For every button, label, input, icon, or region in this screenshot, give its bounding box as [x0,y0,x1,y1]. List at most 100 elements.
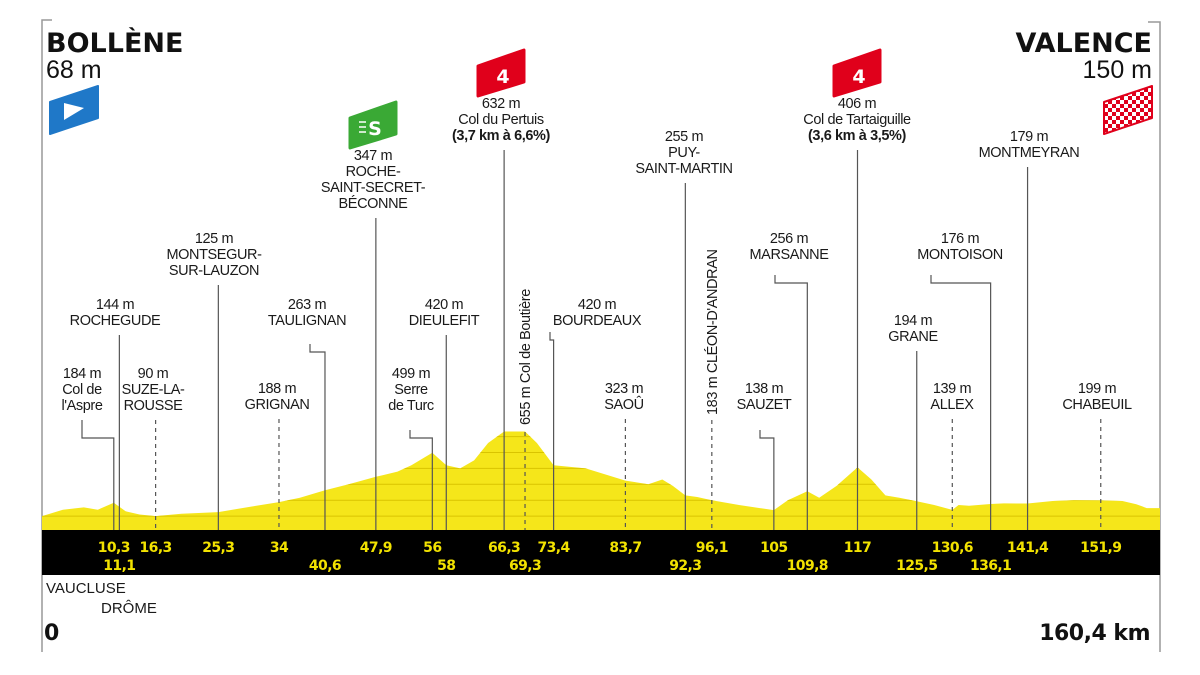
waypoint-name: SAINT-SECRET- [321,180,426,196]
waypoint-name: Serre [394,382,428,398]
frame [41,19,1161,652]
waypoint-altitude: 139 m [933,381,972,397]
km-marker: 10,3 [98,540,130,556]
waypoint-rotated-label: 655 m Col de Boutière [518,289,534,425]
distance-start: 0 [44,621,59,646]
waypoint-altitude: 199 m [1078,381,1117,397]
km-marker: 73,4 [538,540,571,556]
waypoint-name: ROUSSE [124,398,184,414]
waypoint-name: SAUZET [737,397,792,413]
leader-line [930,275,992,530]
waypoint: 183 m CLÉON-D'ANDRAN [704,249,721,415]
department-vaucluse: VAUCLUSE [46,580,126,597]
leader-line [549,332,555,530]
waypoint-altitude: 499 m [392,366,431,382]
waypoint-name: ROCHEGUDE [70,313,161,329]
km-marker: 83,7 [609,540,641,556]
waypoint-name: CHABEUIL [1062,397,1132,413]
waypoint-name: TAULIGNAN [268,313,346,329]
department-drome: DRÔME [101,600,157,617]
km-marker: 16,3 [140,540,172,556]
km-marker: 25,3 [202,540,234,556]
waypoint-name: SUR-LAUZON [169,263,259,279]
climb-detail: (3,6 km à 3,5%) [808,128,907,144]
climb-detail: (3,7 km à 6,6%) [452,128,551,144]
waypoint-name: SAINT-MARTIN [635,161,732,177]
waypoint-altitude: 263 m [288,297,327,313]
km-marker: 47,9 [360,540,392,556]
km-marker: 130,6 [932,540,973,556]
waypoint-name: PUY- [668,145,700,161]
distance-end: 160,4 km [1039,621,1150,646]
waypoint-altitude: 184 m [63,366,102,382]
km-marker: 117 [844,540,871,556]
leader-line [81,420,115,530]
waypoint-name: GRIGNAN [245,397,310,413]
waypoint-name: de Turc [388,398,434,414]
start-town-name: BOLLÈNE [46,27,183,59]
leader-lines [81,150,1102,530]
km-marker: 109,8 [787,558,828,574]
waypoint-altitude: 176 m [941,231,980,247]
waypoint-name: GRANE [888,329,938,345]
kom-category-badge-icon: 4 [832,48,882,98]
waypoint-altitude: 420 m [425,297,464,313]
km-marker: 66,3 [488,540,520,556]
start-flag-icon [49,85,99,135]
km-marker: 69,3 [509,558,541,574]
waypoint-altitude: 347 m [354,148,393,164]
waypoint-name: ROCHE- [346,164,401,180]
leader-line [409,430,433,530]
finish-checkered-flag-icon [1103,85,1153,135]
waypoint-altitude: 138 m [745,381,784,397]
waypoint-name: MONTOISON [917,247,1003,263]
elevation-profile [42,431,1160,530]
waypoint-name: Col de Tartaiguille [803,112,911,128]
waypoint-name: MONTSEGUR- [166,247,262,263]
waypoint-altitude: 256 m [770,231,809,247]
badge-label: S [368,118,382,140]
waypoint: 655 m Col de Boutière [518,289,534,425]
waypoint-rotated-label: 183 m CLÉON-D'ANDRAN [704,249,721,415]
km-marker: 92,3 [669,558,701,574]
kom-category-badge-icon: 4 [476,48,526,98]
km-marker: 11,1 [103,558,135,574]
intermediate-sprint-icon: S [348,100,398,150]
profile-area [42,431,1160,530]
waypoint-altitude: 255 m [665,129,704,145]
km-marker: 40,6 [309,558,341,574]
waypoint-name: BÉCONNE [339,195,409,212]
km-marker: 58 [437,558,455,574]
km-marker: 141,4 [1007,540,1049,556]
finish-town-name: VALENCE [1016,28,1152,59]
badge-label: 4 [852,66,865,88]
km-markers: 10,3 16,3 25,3 34 47,9 56 66,3 73,4 83,7 96,1 105 1… [98,540,1122,574]
waypoint-altitude: 194 m [894,313,933,329]
waypoint-altitude: 406 m [838,96,877,112]
waypoint-altitude: 179 m [1010,129,1049,145]
waypoint-name: SAOÛ [604,396,644,413]
km-band [42,530,1160,575]
km-marker: 125,5 [896,558,937,574]
waypoint-name: l'Aspre [61,398,102,414]
waypoint-altitude: 125 m [195,231,234,247]
waypoint-name: ALLEX [930,397,974,413]
